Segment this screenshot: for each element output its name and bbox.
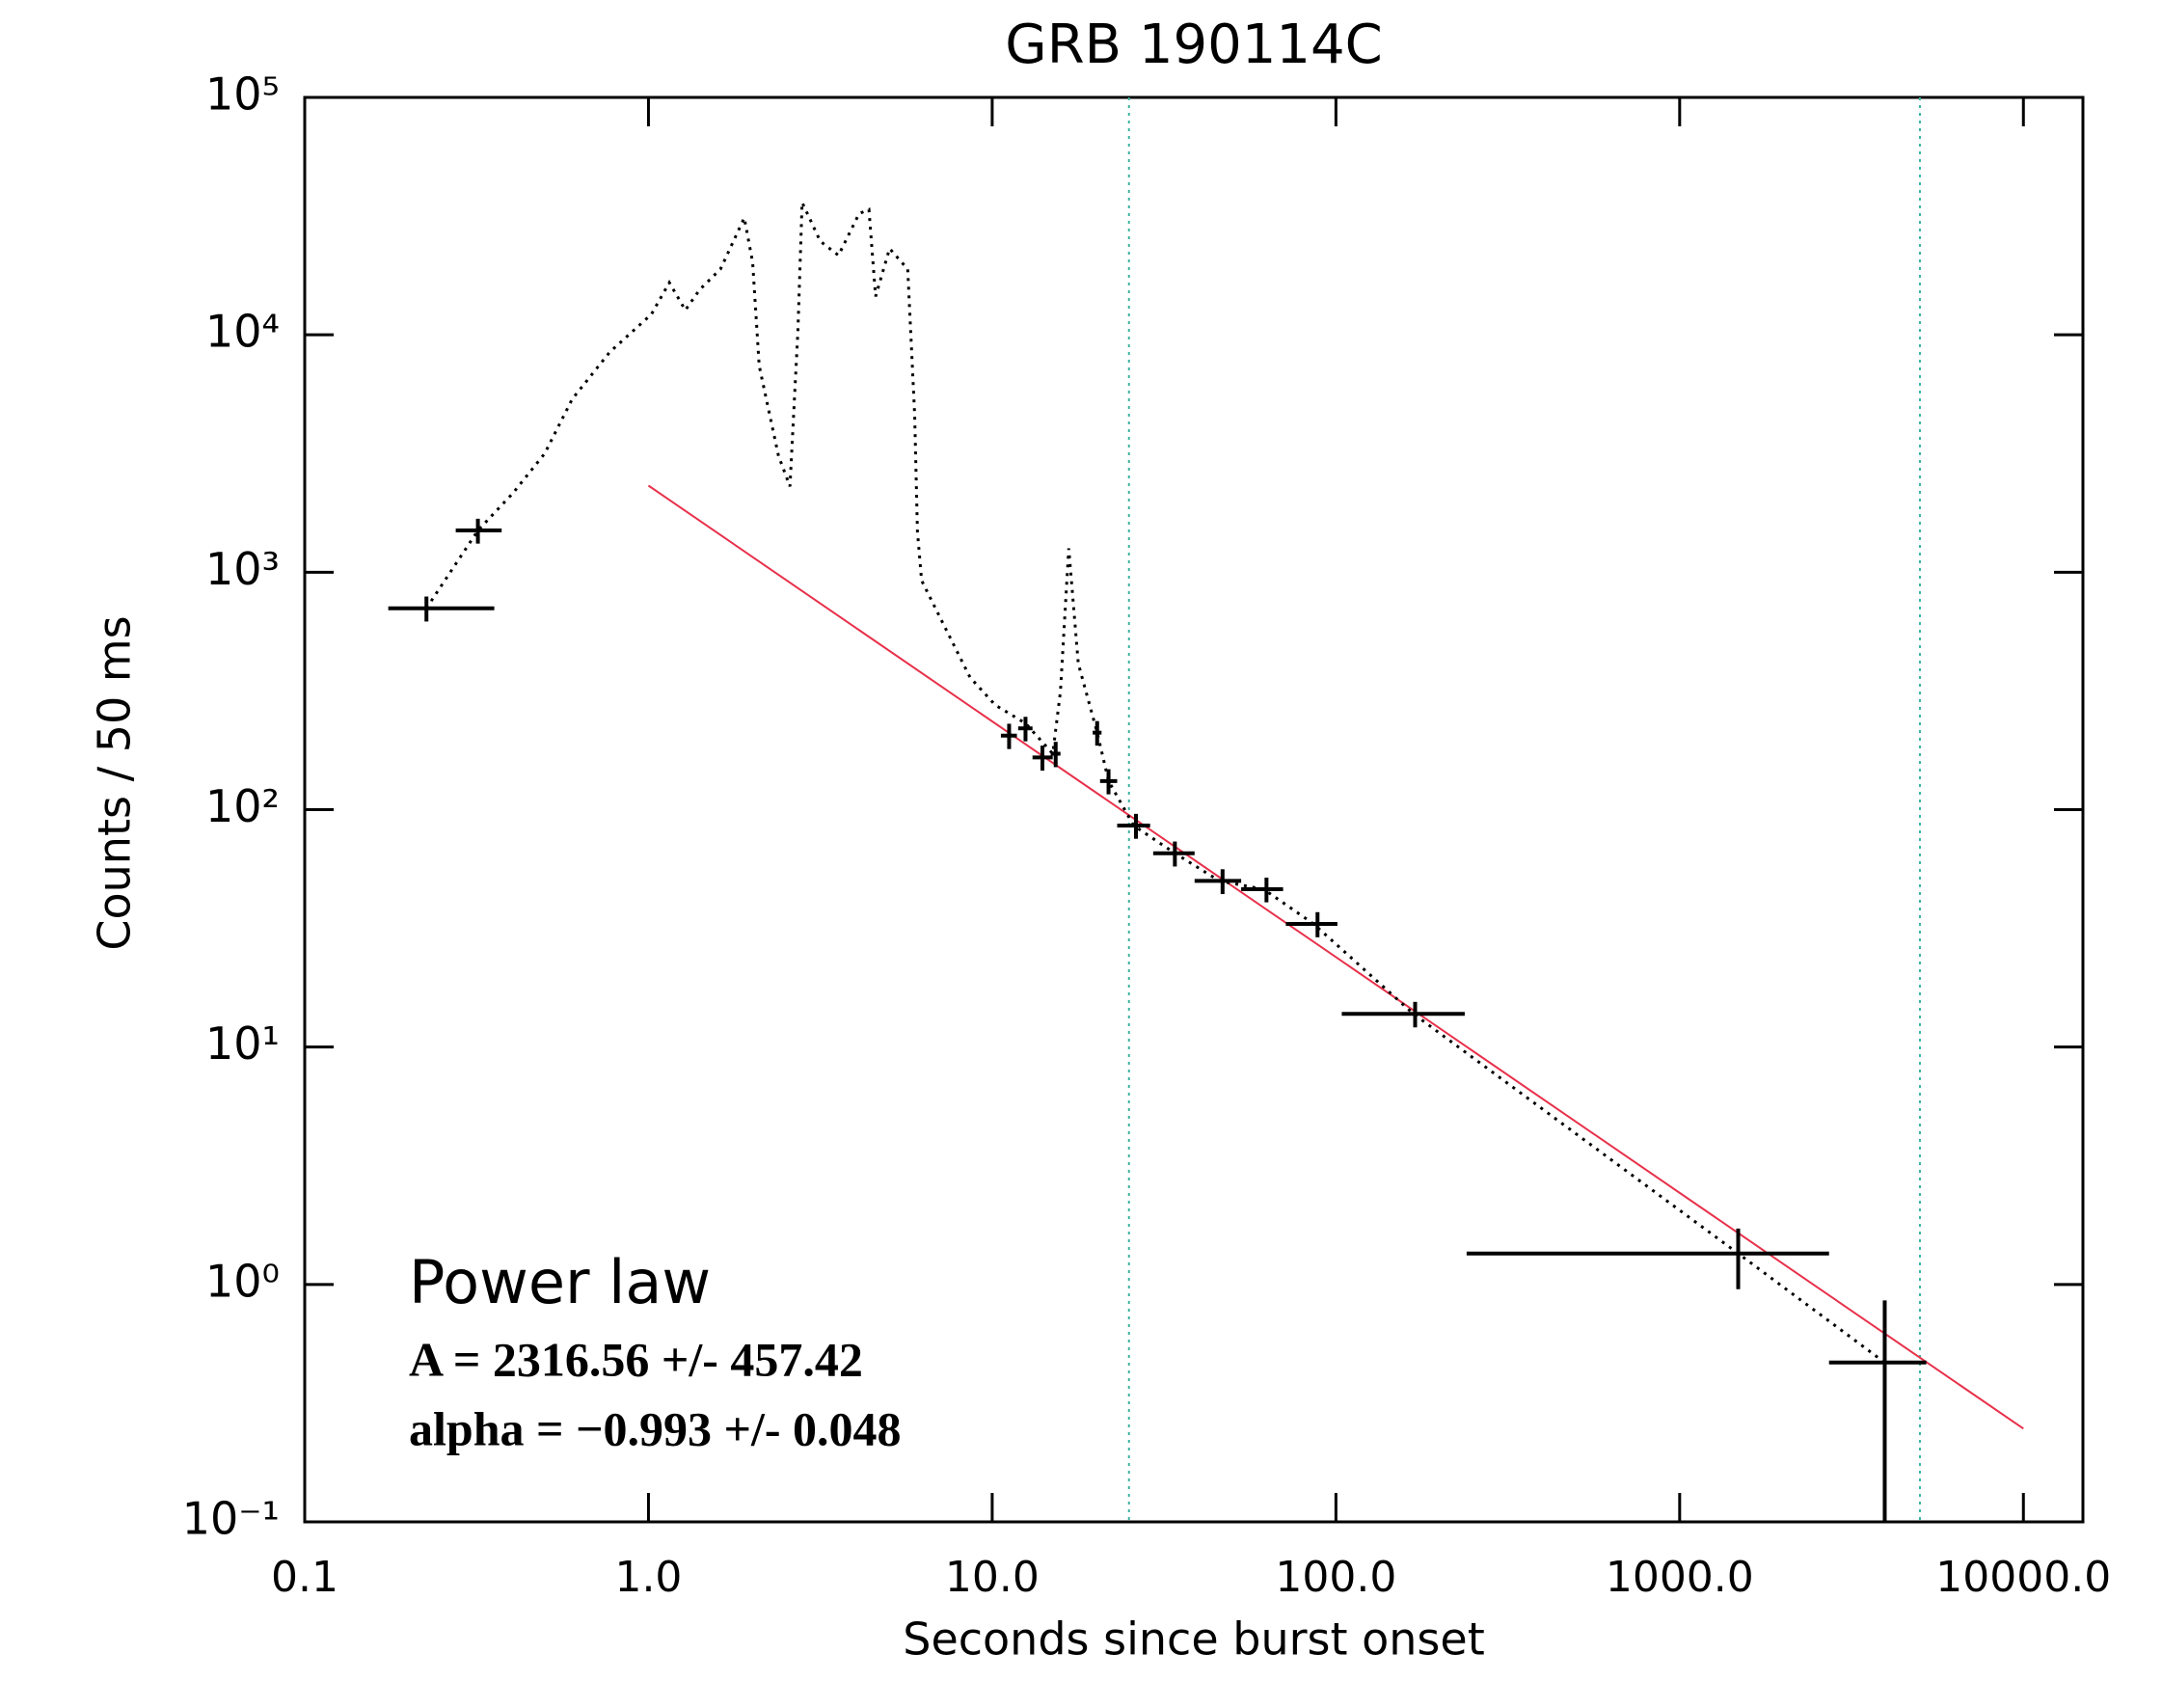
annotation: A = 2316.56 +/- 457.42 — [409, 1332, 863, 1386]
light-curve — [424, 202, 1886, 1365]
x-tick-label: 100.0 — [1275, 1553, 1396, 1602]
x-tick-label: 10000.0 — [1935, 1553, 2111, 1602]
annotation: Power law — [409, 1247, 711, 1317]
y-tick-label: 10¹ — [205, 1017, 280, 1070]
chart-title: GRB 190114C — [1005, 14, 1382, 76]
x-tick-label: 0.1 — [271, 1553, 338, 1602]
fit-line — [647, 484, 2024, 1430]
x-tick-label: 1000.0 — [1606, 1553, 1754, 1602]
y-tick-label: 10⁰ — [205, 1255, 280, 1307]
y-axis-label: Counts / 50 ms — [89, 615, 141, 950]
y-tick-label: 10⁻¹ — [182, 1493, 280, 1545]
y-tick-label: 10² — [205, 780, 280, 832]
x-axis-label: Seconds since burst onset — [903, 1613, 1484, 1666]
annotation: alpha = −0.993 +/- 0.048 — [409, 1401, 902, 1455]
y-tick-label: 10⁴ — [205, 306, 280, 358]
y-tick-label: 10⁵ — [205, 68, 280, 121]
x-tick-label: 10.0 — [945, 1553, 1040, 1602]
x-tick-label: 1.0 — [614, 1553, 682, 1602]
y-tick-label: 10³ — [205, 543, 280, 595]
